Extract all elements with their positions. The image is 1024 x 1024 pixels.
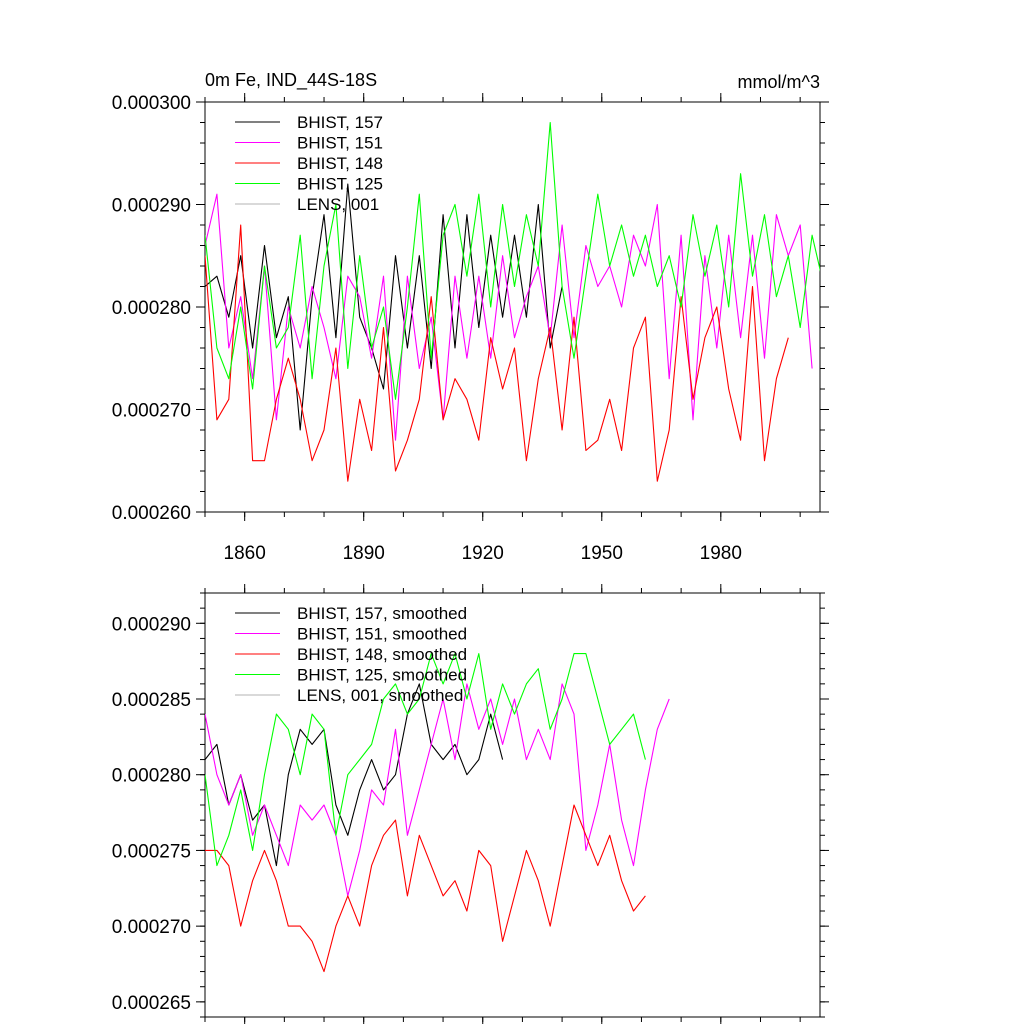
y-tick-label: 0.000290	[112, 196, 191, 217]
series-line-3	[205, 224, 789, 482]
series-line-4	[205, 121, 820, 400]
x-tick-label: 1860	[224, 543, 266, 564]
y-tick-label: 0.000270	[112, 917, 191, 938]
legend-label: BHIST, 151	[297, 134, 383, 153]
y-tick-label: 0.000260	[112, 503, 191, 524]
y-tick-label: 0.000265	[112, 993, 191, 1014]
series-line-2	[205, 683, 670, 897]
y-tick-label: 0.000275	[112, 841, 191, 862]
chart-title: 0m Fe, IND_44S-18S	[205, 70, 377, 91]
legend-label: BHIST, 148	[297, 154, 383, 173]
series-lines	[205, 121, 820, 482]
units-label: mmol/m^3	[738, 72, 820, 92]
legend-label: BHIST, 157	[297, 113, 383, 132]
x-tick-label: 1920	[462, 543, 504, 564]
x-tick-label: 1950	[581, 543, 623, 564]
legend-label: BHIST, 157, smoothed	[297, 604, 467, 623]
y-tick-label: 0.000300	[112, 93, 191, 114]
legend-label: LENS, 001	[297, 195, 379, 214]
legend-label: BHIST, 151, smoothed	[297, 625, 467, 644]
y-tick-label: 0.000280	[112, 298, 191, 319]
y-tick-label: 0.000290	[112, 614, 191, 635]
legend-label: BHIST, 125	[297, 175, 383, 194]
series-line-1	[205, 683, 504, 867]
y-tick-label: 0.000285	[112, 690, 191, 711]
y-tick-label: 0.000280	[112, 766, 191, 787]
x-tick-label: 1980	[700, 543, 742, 564]
legend-label: BHIST, 125, smoothed	[297, 666, 467, 685]
panel-1: 0.000260 0.000270 0.000280 0.000290 0.000300…	[112, 70, 829, 564]
panel-2: 0.000265 0.000270 0.000275 0.000280 0.000285…	[112, 584, 829, 1024]
legend-label: LENS, 001, smoothed	[297, 686, 463, 705]
legend: BHIST, 157, smoothed BHIST, 151, smoothed…	[235, 604, 467, 705]
series-line-1	[205, 183, 563, 431]
legend-label: BHIST, 148, smoothed	[297, 645, 467, 664]
series-lines	[205, 653, 670, 973]
series-line-2	[205, 193, 813, 441]
series-line-4	[205, 653, 646, 867]
x-tick-label: 1890	[343, 543, 385, 564]
y-tick-label: 0.000270	[112, 401, 191, 422]
series-line-3	[205, 804, 646, 973]
